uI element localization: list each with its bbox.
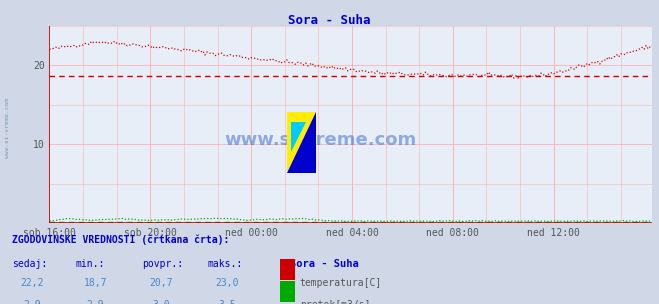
Bar (280, 282, 295, 302)
Text: 2,9: 2,9 (87, 300, 104, 304)
Text: temperatura[C]: temperatura[C] (300, 278, 382, 288)
Text: 22,2: 22,2 (20, 278, 43, 288)
Text: pretok[m3/s]: pretok[m3/s] (300, 300, 370, 304)
Text: 23,0: 23,0 (215, 278, 239, 288)
Text: 20,7: 20,7 (150, 278, 173, 288)
Text: 18,7: 18,7 (84, 278, 107, 288)
Text: 3,0: 3,0 (153, 300, 170, 304)
Text: Sora - Suha: Sora - Suha (290, 259, 358, 269)
Polygon shape (287, 112, 316, 173)
Text: ZGODOVINSKE VREDNOSTI (črtkana črta):: ZGODOVINSKE VREDNOSTI (črtkana črta): (12, 235, 229, 245)
Text: min.:: min.: (76, 259, 105, 269)
Text: sedaj:: sedaj: (12, 259, 47, 269)
Text: povpr.:: povpr.: (142, 259, 183, 269)
Text: www.si-vreme.com: www.si-vreme.com (225, 131, 417, 150)
Bar (280, 260, 295, 280)
Text: Sora - Suha: Sora - Suha (288, 14, 371, 27)
Text: maks.:: maks.: (208, 259, 243, 269)
Polygon shape (287, 112, 316, 173)
Polygon shape (291, 122, 306, 152)
Text: www.si-vreme.com: www.si-vreme.com (5, 98, 11, 158)
Text: 3,5: 3,5 (219, 300, 236, 304)
Text: 2,9: 2,9 (23, 300, 40, 304)
